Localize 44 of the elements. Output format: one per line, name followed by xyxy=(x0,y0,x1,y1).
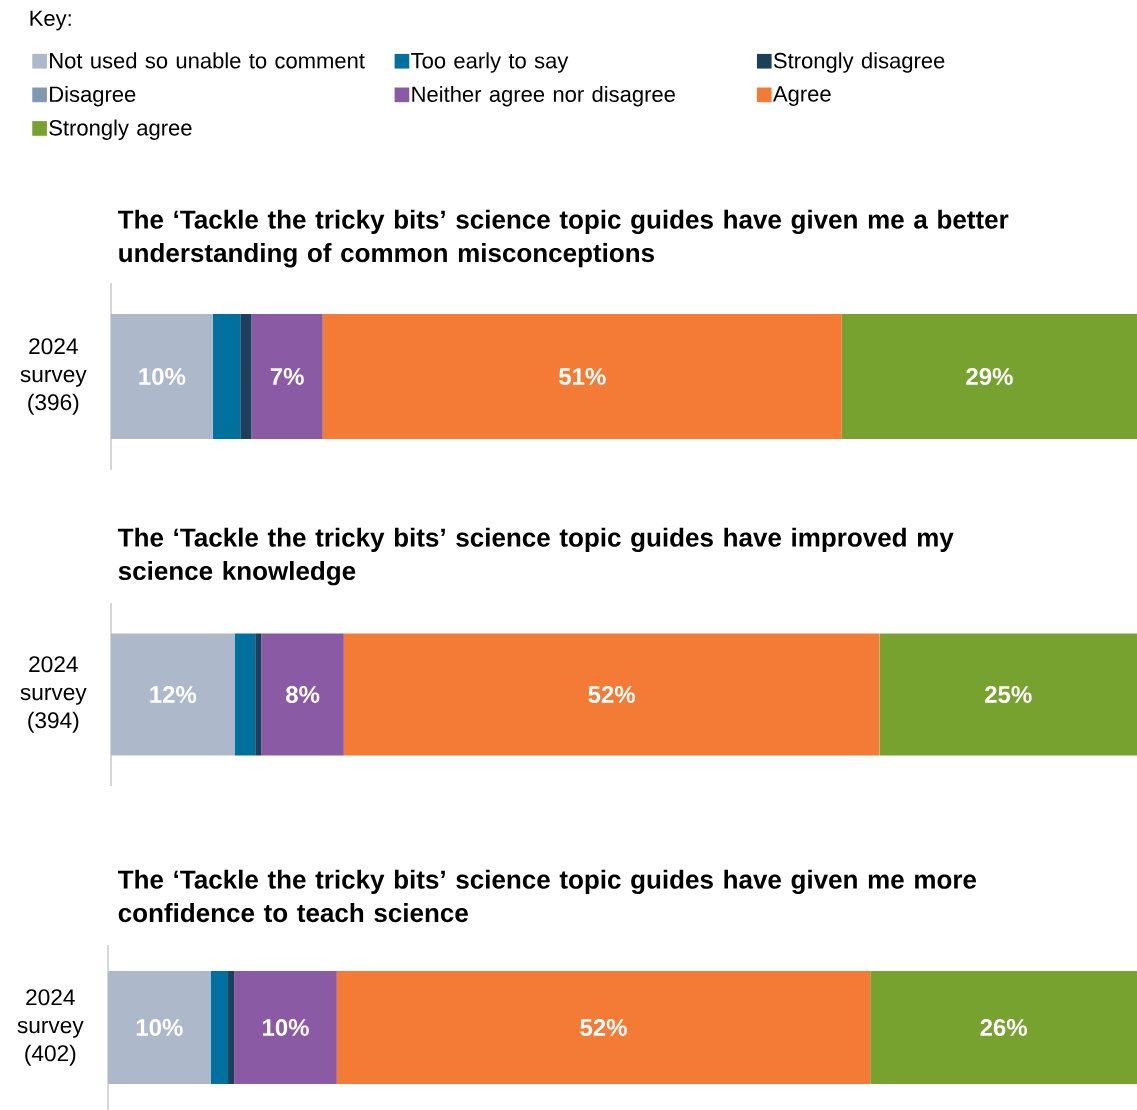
data-label: 10% xyxy=(136,1018,183,1036)
bar xyxy=(234,633,256,756)
legend-label: Disagree xyxy=(50,85,136,107)
bar xyxy=(111,314,213,439)
y-tick-label: 2024 survey (394) xyxy=(20,656,87,733)
data-label: 8% xyxy=(286,685,320,703)
legend-title: Key: xyxy=(30,10,71,31)
data-label: 7% xyxy=(270,368,304,385)
y-tick-label: 2024 survey (402) xyxy=(17,989,84,1066)
data-label: 26% xyxy=(980,1018,1028,1036)
bar xyxy=(343,633,880,756)
chart-title: The ‘Tackle the tricky bits’ science topic guides have improved my science knowledge xyxy=(118,527,954,586)
data-label: 10% xyxy=(262,1018,309,1036)
legend-label: Too early to say xyxy=(411,52,569,73)
bar xyxy=(255,633,262,756)
bar xyxy=(228,971,235,1084)
bar xyxy=(870,971,1137,1084)
data-label: 51% xyxy=(558,368,606,385)
data-label: 12% xyxy=(150,686,197,703)
data-label: 52% xyxy=(588,685,636,703)
data-label: 52% xyxy=(580,1018,627,1036)
legend-label: Agree xyxy=(772,86,831,106)
chart-title: The ‘Tackle the tricky bits’ science topic guides have given me a better understanding of common misconceptions xyxy=(118,209,1009,268)
legend-label: Strongly disagree xyxy=(773,52,945,73)
data-label: 29% xyxy=(966,367,1013,385)
legend-label: Strongly agree xyxy=(49,119,192,140)
bar xyxy=(212,314,241,439)
legend-label: Neither agree nor disagree xyxy=(412,85,675,107)
legend-label: Not used so unable to comment xyxy=(50,52,365,69)
bar xyxy=(108,971,211,1084)
data-label: 10% xyxy=(139,367,186,385)
bar xyxy=(234,971,337,1084)
bar xyxy=(336,971,871,1084)
data-label: 25% xyxy=(985,685,1032,703)
bar xyxy=(111,633,235,756)
bar xyxy=(841,314,1137,439)
y-tick-label: 2024 survey (396) xyxy=(20,338,87,415)
bar xyxy=(322,314,842,439)
bar xyxy=(240,314,252,439)
bar xyxy=(261,633,344,756)
bar xyxy=(251,314,323,439)
bar xyxy=(879,633,1137,756)
bar xyxy=(210,971,229,1084)
chart-title: The ‘Tackle the tricky bits’ science topic guides have given me more confidence to teach science xyxy=(118,869,977,923)
